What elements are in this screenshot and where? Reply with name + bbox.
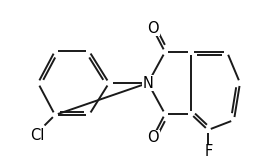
Text: O: O	[147, 130, 159, 145]
Text: O: O	[147, 21, 159, 36]
Text: F: F	[205, 144, 213, 159]
Text: N: N	[143, 75, 154, 91]
Text: Cl: Cl	[30, 127, 44, 142]
